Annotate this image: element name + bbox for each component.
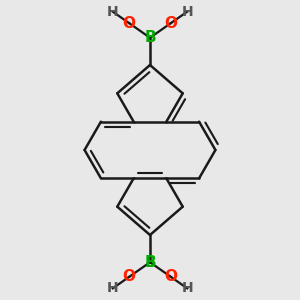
Text: B: B	[144, 30, 156, 45]
Text: H: H	[107, 5, 118, 19]
Text: O: O	[164, 269, 177, 284]
Text: O: O	[123, 16, 136, 31]
Text: H: H	[182, 5, 193, 19]
Text: H: H	[107, 281, 118, 295]
Text: O: O	[123, 269, 136, 284]
Text: O: O	[164, 16, 177, 31]
Text: H: H	[182, 281, 193, 295]
Text: B: B	[144, 255, 156, 270]
